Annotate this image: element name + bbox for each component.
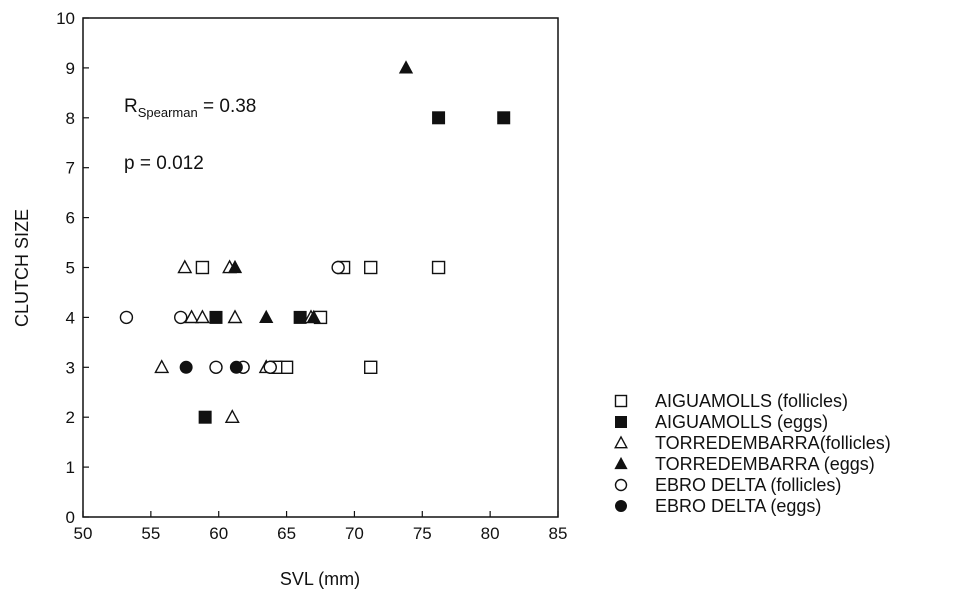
legend: AIGUAMOLLS (follicles)AIGUAMOLLS (eggs)T… — [614, 391, 891, 516]
x-axis-title: SVL (mm) — [280, 569, 360, 589]
data-point — [209, 310, 223, 324]
data-point — [398, 60, 414, 74]
data-point — [227, 309, 243, 324]
y-axis-title: CLUTCH SIZE — [12, 209, 32, 327]
x-tick-label: 85 — [549, 524, 568, 543]
data-point — [263, 360, 277, 374]
data-point — [179, 360, 193, 374]
x-tick-label: 65 — [277, 524, 296, 543]
data-point — [184, 309, 200, 324]
data-points — [119, 60, 511, 424]
data-point — [209, 360, 223, 374]
x-tick-label: 75 — [413, 524, 432, 543]
y-tick-label: 8 — [66, 109, 75, 128]
legend-label: AIGUAMOLLS (eggs) — [655, 412, 828, 432]
legend-marker — [614, 478, 628, 492]
data-point — [364, 360, 378, 374]
data-point — [224, 409, 240, 423]
data-point — [331, 260, 345, 275]
data-point — [229, 360, 243, 374]
y-tick-label: 2 — [66, 408, 75, 427]
x-tick-label: 55 — [141, 524, 160, 543]
data-point — [195, 260, 210, 275]
data-point — [198, 410, 212, 424]
data-point — [259, 309, 274, 323]
legend-marker — [615, 500, 627, 512]
y-tick-label: 6 — [66, 209, 75, 228]
y-tick-label: 5 — [66, 259, 75, 278]
axis-ticks: 50 55 60 65 70 75 80 85 0 1 2 3 4 5 6 7 8 9 10 — [56, 9, 567, 543]
y-tick-label: 3 — [66, 358, 75, 377]
data-point — [119, 310, 134, 325]
plot-frame — [82, 17, 559, 518]
legend-label: EBRO DELTA (follicles) — [655, 475, 841, 495]
y-tick-label: 7 — [66, 159, 75, 178]
y-tick-label: 10 — [56, 9, 75, 28]
legend-marker — [615, 416, 627, 428]
legend-marker — [614, 435, 628, 449]
data-point — [431, 260, 446, 275]
x-tick-label: 50 — [74, 524, 93, 543]
y-tick-label: 9 — [66, 59, 75, 78]
data-point — [293, 310, 307, 324]
data-point — [227, 259, 243, 274]
legend-label: AIGUAMOLLS (follicles) — [655, 391, 848, 411]
data-point — [194, 309, 210, 324]
legend-marker — [614, 394, 628, 408]
data-point — [497, 111, 511, 125]
y-tick-label: 0 — [66, 508, 75, 527]
spearman-annotation: RSpearman = 0.38 — [124, 96, 256, 120]
spearman-r: R — [124, 96, 138, 117]
data-point — [154, 359, 170, 374]
data-point — [432, 111, 446, 125]
data-point — [364, 260, 378, 275]
legend-marker — [614, 456, 628, 470]
spearman-value: = 0.38 — [198, 96, 257, 117]
spearman-subscript: Spearman — [138, 105, 198, 120]
y-tick-label: 1 — [66, 458, 75, 477]
y-tick-label: 4 — [66, 308, 75, 327]
p-value-annotation: p = 0.012 — [124, 153, 204, 174]
x-tick-label: 80 — [481, 524, 500, 543]
data-point — [177, 259, 193, 274]
x-tick-label: 60 — [209, 524, 228, 543]
x-tick-label: 70 — [345, 524, 364, 543]
data-point — [174, 310, 188, 325]
legend-label: EBRO DELTA (eggs) — [655, 496, 821, 516]
data-point — [306, 309, 321, 323]
legend-label: TORREDEMBARRA (eggs) — [655, 454, 875, 474]
legend-label: TORREDEMBARRA(follicles) — [655, 433, 891, 453]
